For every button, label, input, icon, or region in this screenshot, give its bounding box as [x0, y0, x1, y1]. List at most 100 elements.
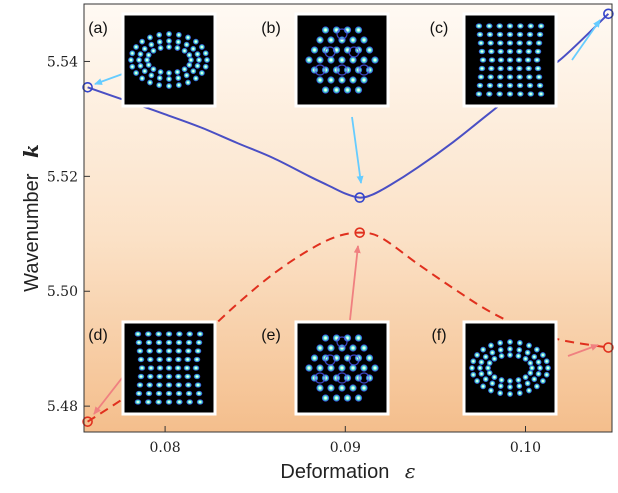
mode-spot	[316, 56, 324, 64]
mode-spot	[534, 65, 542, 72]
mode-spot	[506, 23, 514, 29]
inset-arrow	[349, 245, 361, 321]
mode-spot	[365, 354, 374, 362]
mode-spot	[155, 331, 163, 337]
mode-spot	[193, 356, 201, 363]
mode-spot	[468, 364, 476, 372]
mode-spot	[175, 31, 183, 39]
mode-spot	[165, 30, 173, 38]
mode-spot	[526, 31, 534, 38]
mode-spot	[506, 338, 514, 346]
mode-spot	[316, 36, 324, 44]
mode-spot	[531, 375, 538, 383]
mode-spot	[338, 384, 346, 392]
mode-spot	[183, 365, 191, 371]
mode-spot	[478, 358, 485, 366]
mode-spot	[129, 50, 136, 57]
mode-spot	[332, 334, 341, 342]
mode-spot	[486, 82, 494, 89]
inset-label: (e)	[261, 327, 281, 344]
mode-spot	[479, 346, 487, 353]
inset-panel-e	[294, 320, 390, 416]
inset-arrow	[567, 344, 599, 357]
mode-spot	[165, 382, 173, 388]
mode-spot	[354, 26, 363, 34]
mode-spot	[165, 356, 173, 363]
mode-spot	[147, 365, 155, 371]
mode-spot	[496, 74, 504, 80]
mode-spot	[137, 50, 144, 58]
mode-spot	[349, 384, 357, 392]
mode-spot	[539, 377, 547, 385]
mode-spot	[516, 31, 524, 38]
mode-spot	[506, 351, 514, 359]
mode-spot	[475, 23, 483, 29]
data-point-2	[354, 192, 366, 203]
mode-spot	[360, 384, 368, 392]
mode-spot	[165, 348, 173, 354]
mode-spot	[165, 37, 173, 45]
data-point-1	[82, 82, 93, 93]
mode-spot	[155, 399, 163, 405]
mode-spot	[155, 390, 163, 397]
mode-spot	[527, 23, 535, 29]
mode-spot	[194, 382, 202, 388]
mode-spot	[184, 348, 192, 354]
mode-spot	[185, 339, 193, 346]
mode-spot	[516, 74, 524, 80]
mode-spot	[470, 371, 477, 378]
mode-spot	[148, 41, 155, 48]
mode-spot	[165, 43, 173, 51]
mode-spot	[186, 61, 193, 69]
mode-spot	[327, 76, 335, 84]
mode-spot	[473, 351, 481, 359]
mode-spot	[516, 91, 524, 97]
mode-spot	[496, 40, 504, 46]
mode-spot	[487, 387, 495, 394]
mode-spot	[145, 51, 152, 59]
mode-ring	[336, 336, 348, 348]
mode-spot	[535, 40, 543, 46]
mode-spot	[332, 354, 341, 362]
mode-ring	[314, 64, 326, 76]
mode-spot	[157, 68, 164, 76]
mode-spot	[195, 339, 203, 346]
mode-spot	[192, 38, 200, 45]
mode-spot	[482, 353, 489, 361]
mode-spot	[524, 57, 532, 63]
mode-ring	[324, 354, 336, 366]
mode-spot	[349, 36, 357, 44]
y-tick-label: 5.48	[47, 399, 78, 415]
mode-ring	[314, 372, 326, 384]
mode-spot	[175, 339, 183, 346]
mode-spot	[332, 394, 341, 402]
mode-spot	[497, 57, 505, 63]
mode-spot	[156, 74, 163, 82]
mode-spot	[135, 339, 143, 346]
mode-spot	[528, 364, 536, 372]
mode-spot	[190, 67, 197, 75]
mode-spot	[343, 86, 352, 94]
mode-spot	[338, 344, 346, 352]
mode-spot	[155, 382, 163, 388]
mode-spot	[138, 38, 146, 45]
mode-spot	[487, 74, 495, 80]
mode-spot	[354, 86, 363, 94]
mode-spot	[524, 349, 531, 356]
mode-spot	[181, 47, 188, 55]
mode-spot	[516, 40, 524, 46]
mode-spot	[186, 51, 193, 59]
mode-spot	[137, 62, 144, 70]
mode-spot	[470, 358, 477, 365]
mode-spot	[360, 344, 368, 352]
mode-spot	[305, 56, 313, 64]
mode-spot	[496, 91, 504, 97]
mode-spot	[184, 382, 192, 388]
mode-ring	[348, 46, 360, 58]
mode-spot	[487, 65, 495, 72]
inset-panel-c	[462, 12, 558, 108]
mode-spot	[338, 56, 346, 64]
mode-spot	[477, 40, 485, 46]
mode-spot	[485, 91, 493, 97]
mode-spot	[338, 76, 346, 84]
